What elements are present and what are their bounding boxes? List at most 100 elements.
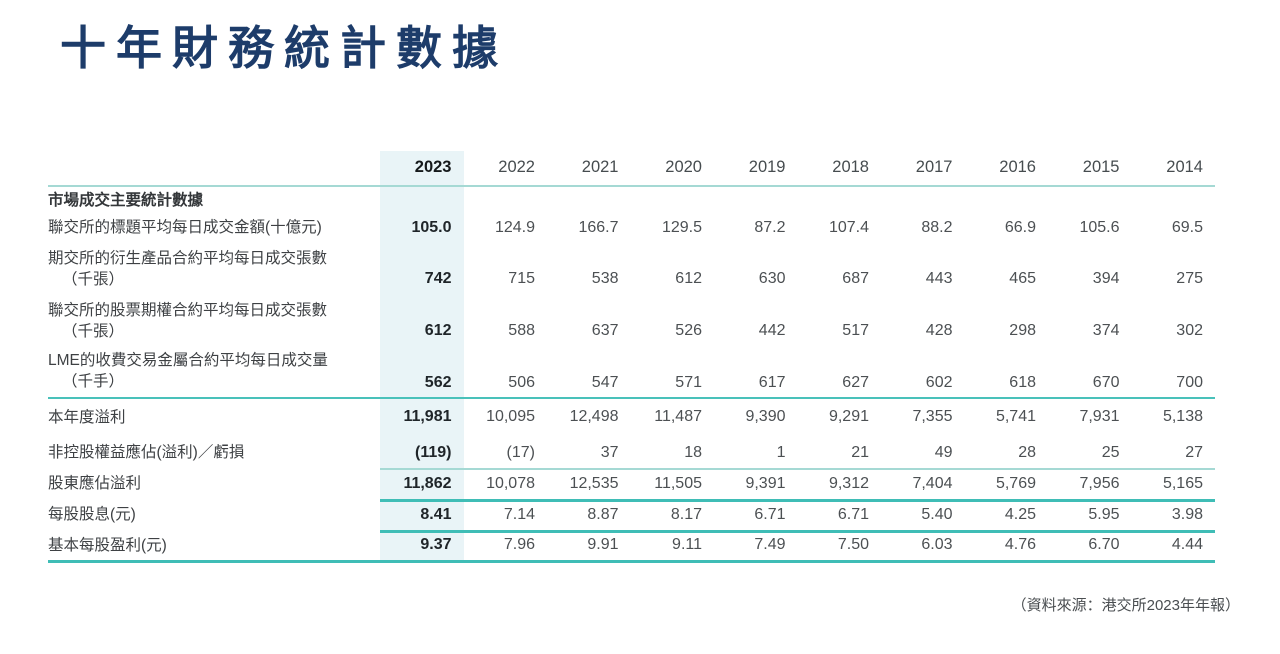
source-note: （資料來源：港交所2023年年報） [1011,597,1240,614]
row-label: 聯交所的股票期權合約平均每日成交張數 （千張） [48,295,380,347]
value-cell: 715 [508,270,535,287]
row-label-line2: （千張） [62,271,125,288]
year-header: 2016 [999,158,1036,176]
divider-market-section [48,397,1215,399]
value-cell: 11,487 [654,408,702,425]
year-header: 2017 [915,158,953,176]
value-cell: 630 [758,270,786,287]
value-cell: 742 [424,270,452,287]
value-cell: 275 [1176,270,1203,287]
value-cell: 18 [684,443,702,461]
row-label-line1: LME的收費交易金屬合約平均每日成交量 [48,352,328,369]
section-header: 市場成交主要統計數據 [48,191,204,209]
divider-shareholders-profit [380,499,1215,502]
year-header: 2022 [498,158,535,176]
value-cell: 8.87 [587,505,619,523]
divider-dividend [380,530,1215,533]
value-cell: 627 [842,374,869,391]
value-cell: 562 [424,374,452,391]
value-cell: 10,095 [486,408,535,425]
year-header: 2015 [1082,158,1120,176]
value-cell: 637 [591,322,619,339]
value-cell: 506 [508,374,535,391]
value-cell: 12,498 [569,408,619,425]
value-cell: 517 [842,322,869,339]
year-header-spacer [48,150,380,185]
year-header: 2018 [832,158,869,176]
value-cell: (17) [506,443,535,461]
value-cell: 612 [424,322,452,339]
value-cell: 7.49 [754,536,786,553]
value-cell: 538 [591,270,619,287]
value-cell: 7.96 [503,536,535,553]
value-cell: 5,741 [995,408,1036,425]
value-cell: 9.91 [587,536,619,553]
value-cell: 9.37 [420,536,452,553]
value-cell: 5.95 [1088,505,1120,523]
value-cell: 687 [842,270,869,287]
value-cell: 374 [1092,322,1120,339]
value-cell: 28 [1018,443,1036,461]
value-cell: 12,535 [569,474,619,492]
value-cell: 5,165 [1162,474,1203,492]
table-grid: 2023 2022 2021 2020 2019 2018 2017 2016 2015 2014… [48,150,1215,560]
value-cell: 571 [675,374,702,391]
value-cell: 9,391 [745,474,786,492]
value-cell: 588 [508,322,535,339]
value-cell: 21 [851,443,869,461]
value-cell: 618 [1009,374,1036,391]
value-cell: 302 [1176,322,1203,339]
value-cell: 66.9 [1004,218,1036,236]
value-cell: 107.4 [828,218,869,236]
value-cell: 4.44 [1171,536,1203,553]
value-cell: 124.9 [494,218,535,236]
value-cell: 11,505 [654,474,702,492]
value-cell: 37 [600,443,619,461]
value-cell: 49 [934,443,953,461]
value-cell: 465 [1009,270,1036,287]
row-label-line1: 聯交所的股票期權合約平均每日成交張數 [48,302,328,319]
value-cell: (119) [415,443,452,461]
value-cell: 617 [758,374,786,391]
value-cell: 9.11 [672,536,702,553]
value-cell: 88.2 [921,218,953,236]
value-cell: 298 [1009,322,1036,339]
value-cell: 443 [925,270,953,287]
value-cell: 602 [925,374,953,391]
year-header: 2021 [581,158,619,176]
value-cell: 612 [675,270,702,287]
value-cell: 428 [925,322,953,339]
row-label: 股東應佔溢利 [48,475,142,492]
value-cell: 547 [591,374,619,391]
row-label: 聯交所的標題平均每日成交金額(十億元) [48,219,322,236]
row-label: 期交所的衍生產品合約平均每日成交張數 （千張） [48,243,380,295]
row-label: 基本每股盈利(元) [48,536,167,554]
row-label: 本年度溢利 [48,408,126,426]
value-cell: 4.76 [1004,536,1036,553]
value-cell: 4.25 [1004,505,1036,523]
value-cell: 69.5 [1171,218,1203,236]
value-cell: 105.0 [411,218,452,236]
value-cell: 27 [1185,443,1203,461]
row-label-line1: 期交所的衍生產品合約平均每日成交張數 [48,250,328,267]
value-cell: 6.71 [837,505,869,523]
value-cell: 7.14 [503,505,535,523]
value-cell: 7,956 [1079,474,1120,492]
value-cell: 6.03 [921,536,953,553]
divider-header [48,185,1215,187]
row-label: 每股股息(元) [48,506,136,523]
row-label-line2: （千手） [62,373,125,390]
ten-year-statistics-table: 2023 2022 2021 2020 2019 2018 2017 2016 2015 2014… [48,150,1215,563]
value-cell: 7,355 [912,408,953,425]
value-cell: 9,390 [745,408,786,425]
row-label-line2: （千張） [62,323,125,340]
value-cell: 8.17 [670,505,702,523]
value-cell: 9,312 [828,474,869,492]
value-cell: 7,404 [912,474,953,492]
value-cell: 3.98 [1171,505,1203,523]
value-cell: 5,769 [995,474,1036,492]
value-cell: 7,931 [1079,408,1120,425]
year-header: 2014 [1166,158,1203,176]
value-cell: 10,078 [486,474,535,492]
row-label: 非控股權益應佔(溢利)／虧損 [48,444,245,461]
